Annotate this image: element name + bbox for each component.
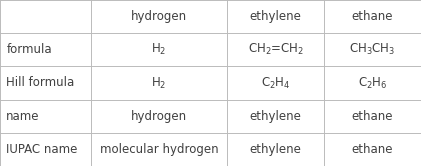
Text: CH$_\mathregular{3}$CH$_\mathregular{3}$: CH$_\mathregular{3}$CH$_\mathregular{3}$ [349,42,396,57]
Text: H$_\mathregular{2}$: H$_\mathregular{2}$ [151,76,167,90]
Text: ethylene: ethylene [250,10,302,23]
Text: Hill formula: Hill formula [6,77,75,89]
Text: molecular hydrogen: molecular hydrogen [100,143,218,156]
Text: ethane: ethane [352,10,393,23]
Text: ethylene: ethylene [250,110,302,123]
Text: CH$_\mathregular{2}$=CH$_\mathregular{2}$: CH$_\mathregular{2}$=CH$_\mathregular{2}… [248,42,304,57]
Text: hydrogen: hydrogen [131,110,187,123]
Text: IUPAC name: IUPAC name [6,143,78,156]
Text: ethane: ethane [352,110,393,123]
Text: C$_\mathregular{2}$H$_\mathregular{4}$: C$_\mathregular{2}$H$_\mathregular{4}$ [261,76,290,90]
Text: H$_\mathregular{2}$: H$_\mathregular{2}$ [151,42,167,57]
Text: hydrogen: hydrogen [131,10,187,23]
Text: formula: formula [6,43,52,56]
Text: C$_\mathregular{2}$H$_\mathregular{6}$: C$_\mathregular{2}$H$_\mathregular{6}$ [358,76,387,90]
Text: name: name [6,110,40,123]
Text: ethylene: ethylene [250,143,302,156]
Text: ethane: ethane [352,143,393,156]
